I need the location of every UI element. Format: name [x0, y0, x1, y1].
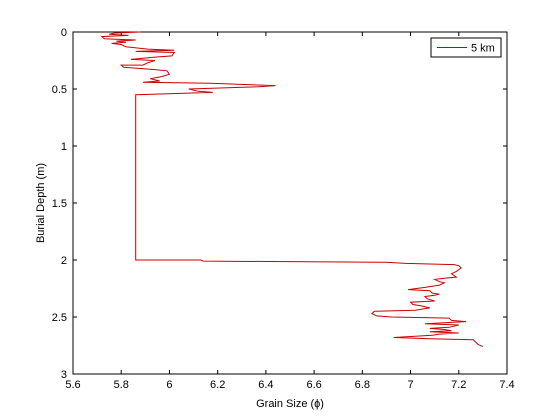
y-tick-label: 0 [61, 27, 67, 39]
x-tick-label: 6 [166, 379, 172, 391]
x-tick-label: 6.6 [306, 379, 321, 391]
series-group [100, 31, 484, 348]
y-tick-label: 1 [61, 141, 67, 153]
y-axis-label: Burial Depth (m) [35, 163, 47, 243]
y-tick-label: 2 [61, 255, 67, 267]
legend-label: 5 km [471, 43, 495, 55]
y-tick-label: 1.5 [52, 198, 67, 210]
x-tick-label: 6.8 [355, 379, 370, 391]
axis-tick-labels: 5.6 5.8 6 6.2 6.4 6.6 6.8 7 7.2 7.4 0 0.5 1 1.5 2 2.5 3 [52, 27, 515, 391]
plot-area [72, 31, 508, 375]
x-tick-label: 6.2 [210, 379, 225, 391]
x-tick-label: 5.6 [65, 379, 80, 391]
x-tick-label: 6.4 [258, 379, 273, 391]
y-tick-label: 2.5 [52, 312, 67, 324]
x-axis-label: Grain Size (ɸ) [256, 398, 324, 410]
x-tick-label: 7 [407, 379, 413, 391]
y-tick-label: 0.5 [52, 84, 67, 96]
y-tick-label: 3 [61, 369, 67, 381]
legend: 5 km [430, 37, 502, 58]
x-tick-label: 7.2 [451, 379, 466, 391]
x-tick-label: 5.8 [114, 379, 129, 391]
series-line-0 [100, 31, 484, 348]
x-tick-label: 7.4 [499, 379, 514, 391]
axis-ticks [72, 31, 508, 375]
